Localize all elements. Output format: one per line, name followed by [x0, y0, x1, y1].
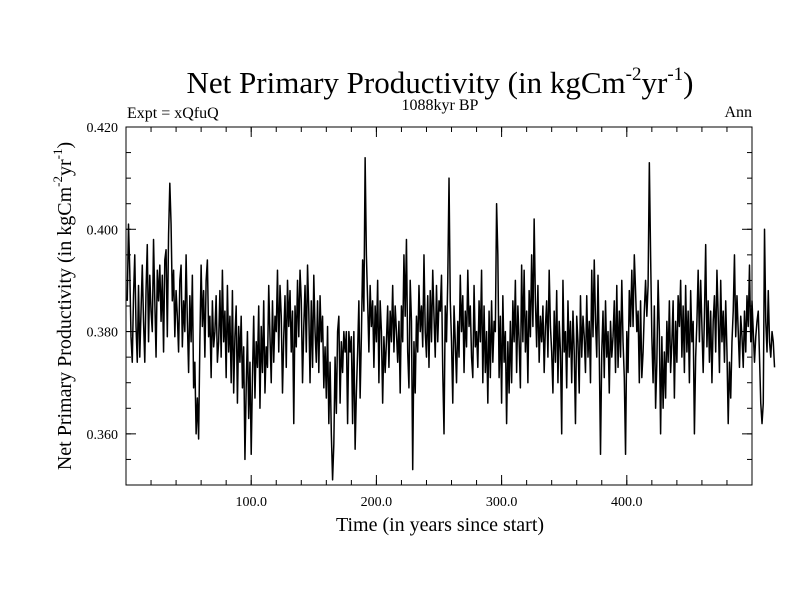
- ylabel-sup-1: -2: [50, 176, 65, 187]
- y-tick-label: 0.380: [87, 326, 119, 341]
- ylabel-sup-2: -1: [50, 149, 65, 160]
- y-tick-label: 0.400: [87, 223, 119, 238]
- x-axis-label: Time (in years since start): [336, 514, 544, 536]
- npp-series-line: [126, 156, 776, 481]
- period-label: 1088kyr BP: [402, 97, 479, 114]
- x-tick-label: 200.0: [361, 495, 393, 510]
- y-tick-label: 0.420: [87, 121, 119, 136]
- chart-title: Net Primary Productivity (in kgCm-2yr-1): [187, 64, 694, 100]
- x-tick-label: 300.0: [486, 495, 518, 510]
- title-main: Net Primary Productivity (in kgCm: [187, 65, 626, 100]
- y-axis-label: Net Primary Productivity (in kgCm-2yr-1): [50, 142, 76, 470]
- title-mid: yr: [641, 65, 668, 100]
- experiment-label: Expt = xQfuQ: [127, 105, 219, 122]
- axis-ticks: [126, 126, 752, 485]
- ylabel-main: Net Primary Productivity (in kgCm: [54, 186, 76, 470]
- y-tick-label: 0.360: [87, 428, 119, 443]
- title-end: ): [683, 65, 693, 100]
- axis-tick-labels: 100.0 200.0 300.0 400.0 0.360 0.380 0.400 0.420: [87, 121, 643, 510]
- title-sup-1: -2: [626, 64, 642, 85]
- title-sup-2: -1: [667, 64, 683, 85]
- ylabel-end: ): [54, 142, 76, 149]
- plot-frame: [125, 126, 753, 486]
- season-label: Ann: [724, 104, 752, 121]
- x-tick-label: 400.0: [611, 495, 643, 510]
- x-tick-label: 100.0: [235, 495, 267, 510]
- ylabel-mid: yr: [54, 159, 76, 176]
